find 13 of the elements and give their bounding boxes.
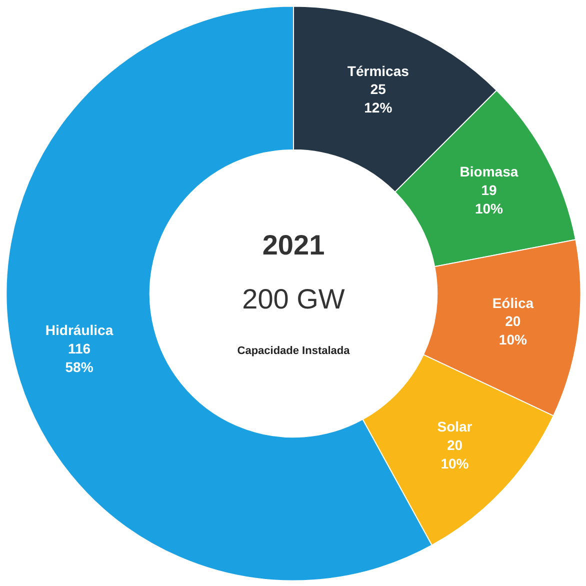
data-label: 116 58% xyxy=(65,340,94,375)
data-label: 20 10% xyxy=(440,436,470,472)
slice-label: Hidráulica xyxy=(45,322,114,338)
data-label: 19 10% xyxy=(474,182,504,216)
text: 2021 xyxy=(262,230,325,261)
slice-label: Eólica xyxy=(492,294,534,311)
text: Capacidade Instalada xyxy=(237,344,351,357)
slice-label: Biomasa xyxy=(460,164,518,180)
data-label: 20 10% xyxy=(498,313,528,348)
data-label: 25 12% xyxy=(364,81,393,116)
slice-label: Térmicas xyxy=(347,62,410,79)
text: 200 GW xyxy=(242,284,346,315)
slice-label: Solar xyxy=(437,418,473,435)
